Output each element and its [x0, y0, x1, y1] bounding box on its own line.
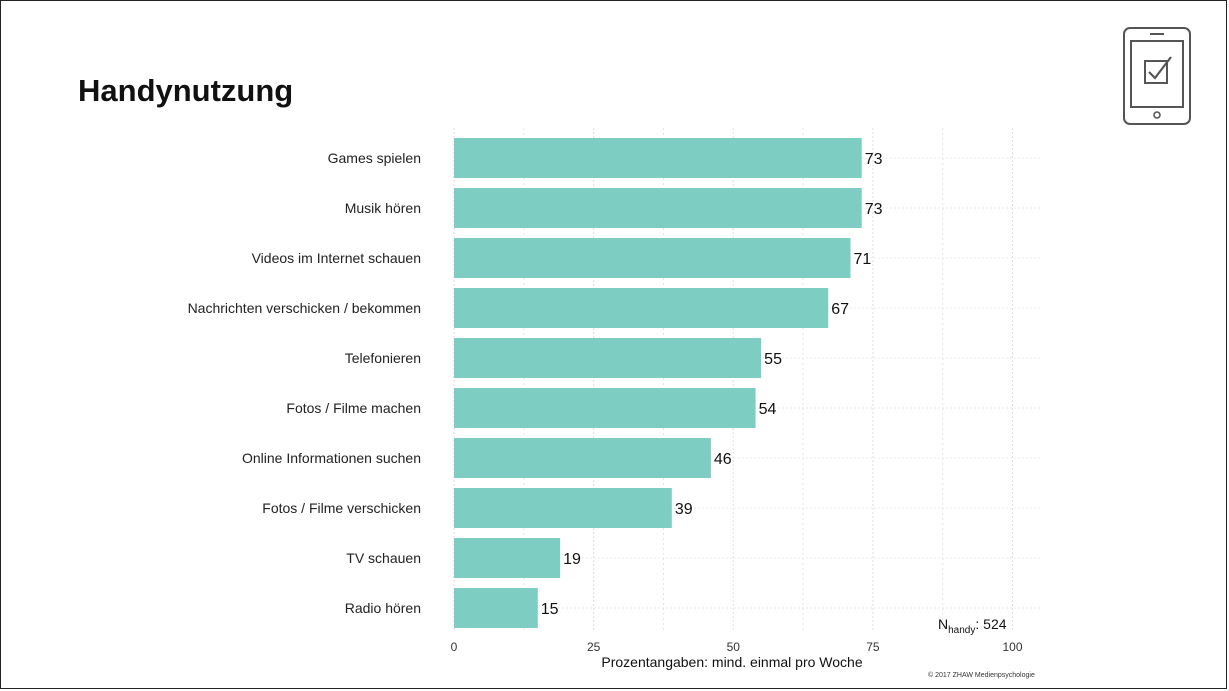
x-axis-ticks: 0 25 50 75 100: [451, 640, 1023, 654]
x-tick-label: 25: [587, 640, 601, 654]
copyright-notice: © 2017 ZHAW Medienpsychologie: [928, 672, 1035, 679]
x-tick-label: 0: [451, 640, 458, 654]
value-label: 46: [714, 451, 732, 468]
x-tick-label: 75: [866, 640, 880, 654]
value-label: 54: [759, 401, 777, 418]
value-label: 19: [563, 551, 581, 568]
category-label: Nachrichten verschicken / bekommen: [188, 300, 421, 316]
slide-title: Handynutzung: [78, 73, 294, 108]
category-label: Telefonieren: [345, 350, 421, 366]
bar: [454, 138, 862, 178]
value-label: 73: [865, 151, 883, 168]
sample-size-symbol: N: [938, 616, 949, 632]
x-tick-label: 100: [1002, 640, 1022, 654]
sample-size-label: Nhandy: 524: [938, 616, 1007, 636]
category-label: Games spielen: [328, 150, 421, 166]
category-label: Online Informationen suchen: [242, 450, 421, 466]
value-label: 39: [675, 501, 693, 518]
bar: [454, 438, 711, 478]
bar: [454, 588, 538, 628]
value-label: 71: [854, 251, 872, 268]
bar: [454, 388, 756, 428]
category-label: TV schauen: [346, 550, 421, 566]
sample-size-subscript: handy: [948, 624, 976, 636]
category-labels: Games spielen Musik hören Videos im Intern…: [188, 150, 421, 616]
bar: [454, 338, 762, 378]
category-label: Videos im Internet schauen: [252, 250, 421, 266]
category-label: Radio hören: [345, 600, 421, 616]
bars: [454, 138, 862, 628]
value-label: 67: [831, 301, 849, 318]
sample-size-value: : 524: [975, 616, 1007, 632]
tablet-checkbox-icon: [1123, 27, 1191, 125]
value-labels: 73 73 71 67 55 54 46 39 19 15: [541, 151, 883, 618]
x-axis-label: Prozentangaben: mind. einmal pro Woche: [601, 654, 862, 670]
category-label: Musik hören: [345, 200, 421, 216]
value-label: 55: [764, 351, 782, 368]
value-label: 15: [541, 601, 559, 618]
value-label: 73: [865, 201, 883, 218]
bar: [454, 288, 829, 328]
x-tick-label: 50: [727, 640, 741, 654]
category-label: Fotos / Filme machen: [286, 400, 421, 416]
bar: [454, 488, 672, 528]
category-label: Fotos / Filme verschicken: [262, 500, 421, 516]
bar: [454, 538, 561, 578]
bar: [454, 238, 851, 278]
bar: [454, 188, 862, 228]
